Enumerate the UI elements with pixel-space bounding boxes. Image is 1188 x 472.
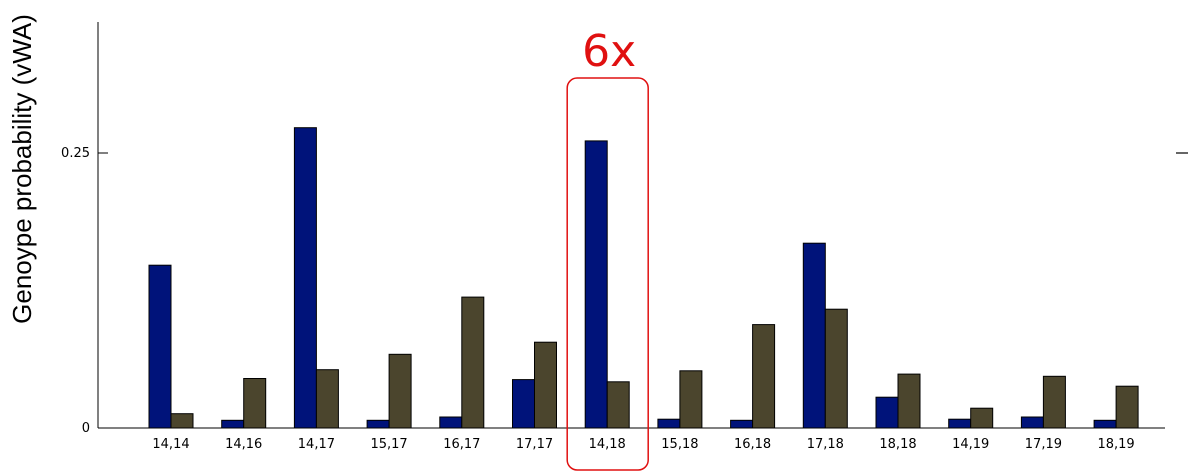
x-tick-label: 14,17 xyxy=(298,437,335,452)
bar-series1 xyxy=(802,242,826,429)
bar-series1 xyxy=(584,140,608,429)
axes: 00.25 xyxy=(61,22,1188,436)
bar-series2 xyxy=(897,373,921,429)
bar-series1 xyxy=(730,419,754,429)
tick-labels: 14,14 14,16 14,17 15,17 16,17 17,17 14,18 15,18… xyxy=(152,437,1134,452)
bar-series2 xyxy=(315,369,339,429)
bar-series2 xyxy=(970,407,994,429)
bar-series2 xyxy=(534,341,557,429)
bars xyxy=(148,127,1139,429)
x-tick-label: 14,16 xyxy=(225,437,262,452)
bar-series2 xyxy=(461,296,485,429)
x-tick-label: 14,19 xyxy=(952,437,989,452)
bar-series2 xyxy=(243,378,267,429)
x-tick-label: 16,18 xyxy=(734,437,771,452)
x-tick-label: 18,18 xyxy=(879,437,916,452)
bar-series2 xyxy=(1042,375,1066,429)
bar-series2 xyxy=(170,413,194,429)
bar-series1 xyxy=(439,416,463,429)
x-tick-label: 16,17 xyxy=(443,437,480,452)
y-tick-label: 0 xyxy=(82,421,90,436)
x-tick-label: 15,18 xyxy=(661,437,698,452)
bar-series2 xyxy=(824,308,848,429)
bar-series1 xyxy=(948,418,972,429)
x-tick-label: 18,19 xyxy=(1097,437,1134,452)
y-tick-label: 0.25 xyxy=(61,146,90,161)
bar-series1 xyxy=(1093,419,1117,429)
x-tick-label: 17,17 xyxy=(516,437,553,452)
bar-series1 xyxy=(366,419,390,429)
bar-series1 xyxy=(875,396,899,429)
bar-series1 xyxy=(293,127,317,429)
bar-series2 xyxy=(388,353,412,429)
x-tick-label: 17,19 xyxy=(1025,437,1062,452)
x-tick-label: 15,17 xyxy=(370,437,407,452)
bar-series1 xyxy=(148,264,172,429)
x-tick-label: 14,18 xyxy=(589,437,626,452)
bar-series1 xyxy=(657,418,681,429)
bar-series2 xyxy=(752,324,776,429)
bar-series1 xyxy=(512,379,535,429)
highlight-box xyxy=(566,77,649,471)
x-tick-label: 14,14 xyxy=(152,437,189,452)
highlight: 6x xyxy=(566,26,649,471)
bar-series2 xyxy=(606,381,630,429)
highlight-label: 6x xyxy=(582,26,636,77)
bar-series1 xyxy=(221,419,245,429)
bar-series1 xyxy=(1020,416,1044,429)
x-tick-label: 17,18 xyxy=(807,437,844,452)
bar-series2 xyxy=(1115,385,1139,429)
bar-series2 xyxy=(679,370,703,429)
